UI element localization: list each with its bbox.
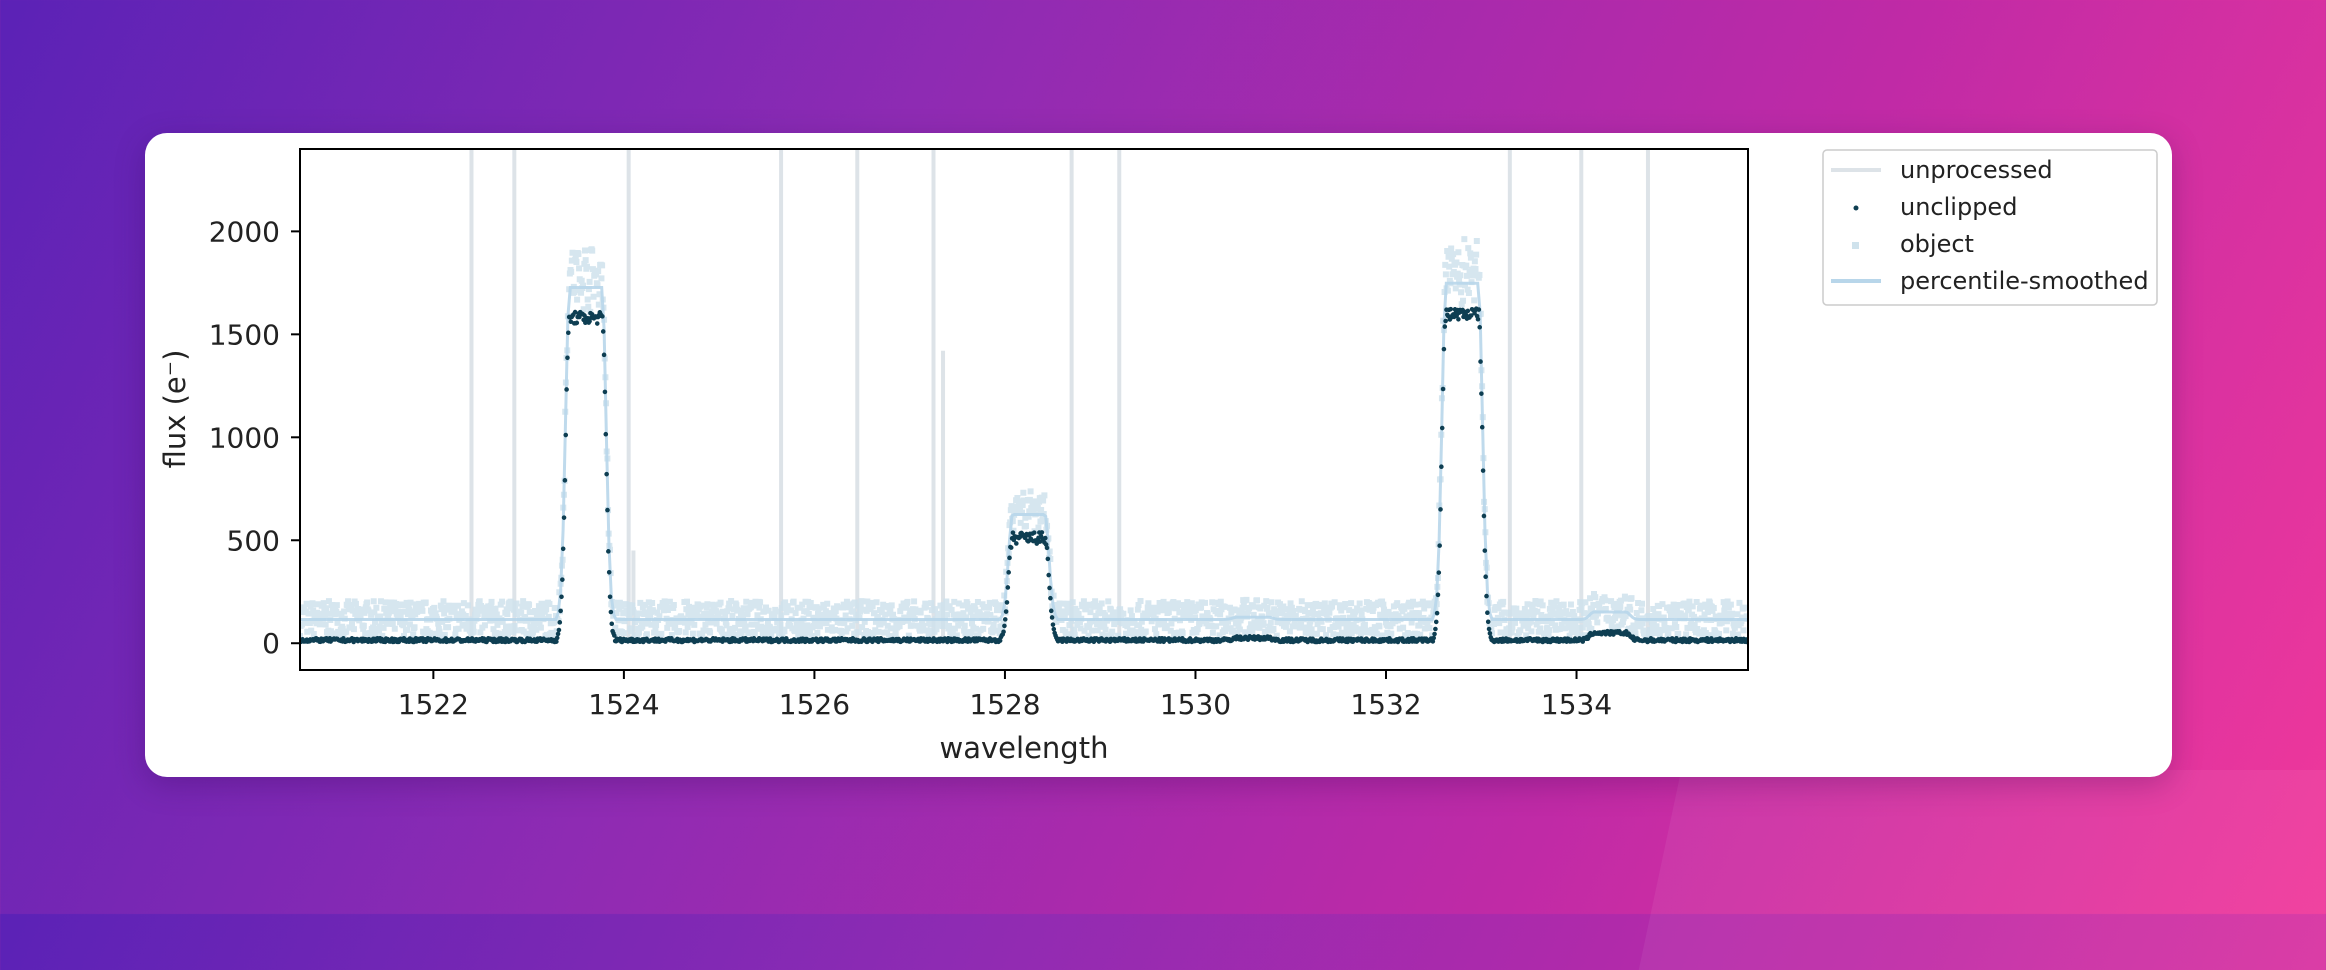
legend-box — [1822, 149, 2158, 306]
x-axis: 1522 1524 1526 1528 1530 1532 1534 — [398, 670, 1612, 721]
x-tick-label: 1526 — [779, 688, 850, 721]
y-axis-title: flux (e⁻) — [158, 350, 192, 469]
y-tick-label: 1000 — [209, 421, 280, 454]
y-tick-label: 1500 — [209, 318, 280, 351]
legend-swatch-object — [1852, 242, 1859, 249]
x-tick-label: 1530 — [1160, 688, 1231, 721]
x-tick-label: 1534 — [1541, 688, 1612, 721]
legend-label-unprocessed: unprocessed — [1900, 156, 2053, 184]
x-tick-label: 1528 — [969, 688, 1040, 721]
x-axis-title: wavelength — [940, 731, 1109, 765]
x-tick-label: 1524 — [588, 688, 659, 721]
percentile-smoothed-line — [300, 281, 1748, 621]
x-tick-label: 1532 — [1350, 688, 1421, 721]
background-decoration — [1638, 770, 2326, 970]
legend: unprocessed unclipped object percentile-… — [1822, 149, 2158, 306]
plot-data-layer — [300, 149, 1748, 645]
y-tick-label: 500 — [227, 524, 280, 557]
y-tick-label: 0 — [262, 627, 280, 660]
object-points — [300, 236, 1748, 640]
chart-card: 1522 1524 1526 1528 1530 1532 1534 0 500 1000 150… — [145, 133, 2172, 777]
spectrum-chart: 1522 1524 1526 1528 1530 1532 1534 0 500 1000 150… — [158, 148, 2158, 765]
x-tick-label: 1522 — [398, 688, 469, 721]
plot-frame — [299, 148, 1749, 671]
legend-label-smoothed: percentile-smoothed — [1900, 267, 2149, 295]
y-axis: 0 500 1000 1500 2000 — [209, 215, 300, 660]
legend-label-unclipped: unclipped — [1900, 193, 2017, 221]
y-tick-label: 2000 — [209, 215, 280, 248]
legend-label-object: object — [1900, 230, 1974, 258]
legend-swatch-unclipped — [1853, 205, 1859, 211]
